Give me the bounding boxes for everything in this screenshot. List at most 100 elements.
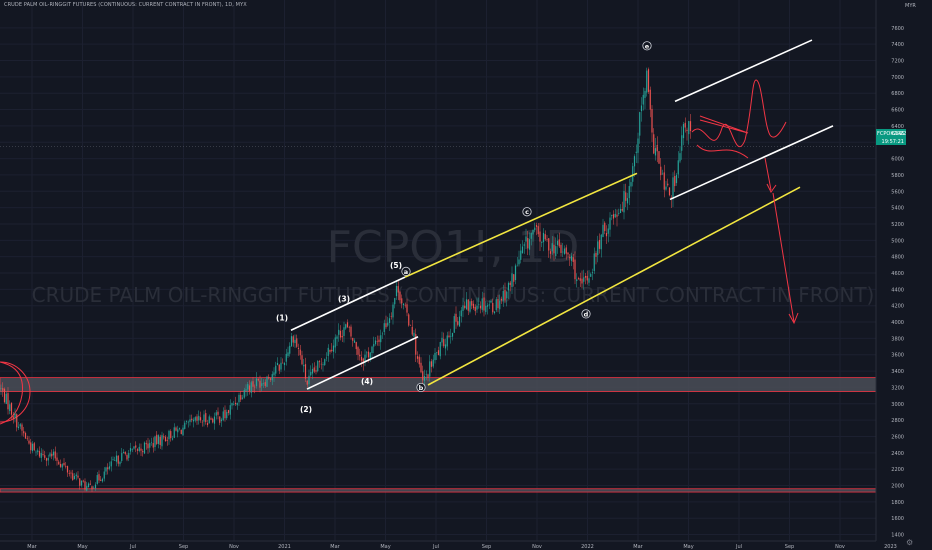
candle-body	[231, 403, 233, 406]
wave-label: a	[404, 268, 408, 276]
candle-body	[637, 138, 639, 153]
candle-body	[138, 446, 140, 451]
y-tick-label: 2200	[891, 467, 904, 473]
candle-body	[70, 472, 72, 474]
y-tick-label: 4400	[891, 287, 904, 293]
candle-body	[418, 356, 420, 365]
candle-body	[385, 323, 387, 328]
candle-body	[119, 461, 121, 465]
candle-body	[51, 453, 53, 457]
projection-scribble	[696, 144, 749, 159]
candle-body	[488, 304, 490, 306]
candle-body	[453, 316, 455, 333]
candle-body	[656, 145, 658, 152]
candle-body	[415, 334, 417, 355]
candle-body	[560, 244, 562, 253]
candle-body	[236, 402, 238, 406]
candle-body	[33, 443, 35, 451]
candle-body	[416, 356, 419, 359]
candle-body	[467, 299, 469, 311]
candle-body	[504, 289, 506, 301]
candle-body	[317, 361, 319, 372]
candle-body	[632, 166, 634, 182]
candle-body	[397, 286, 399, 293]
candle-body	[395, 285, 398, 297]
candle-body	[616, 214, 618, 217]
candle-body	[576, 279, 578, 282]
candle-body	[171, 438, 174, 440]
y-tick-label: 6600	[891, 108, 904, 114]
candle-body	[513, 274, 515, 282]
candle-body	[194, 417, 196, 421]
arrow-head-icon	[788, 312, 799, 325]
y-tick-label: 7600	[891, 26, 904, 32]
candle-body	[549, 251, 552, 254]
candle-body	[527, 237, 529, 249]
candle-body	[406, 304, 408, 313]
candle-body	[45, 458, 48, 461]
candle-body	[341, 335, 343, 338]
candle-body	[565, 247, 567, 254]
candle-body	[555, 246, 557, 257]
candle-body	[430, 361, 433, 367]
candle-body	[17, 426, 20, 429]
candle-body	[296, 338, 298, 347]
candle-body	[577, 278, 580, 280]
candle-body	[168, 430, 170, 440]
candle-body	[84, 481, 86, 490]
candle-body	[376, 341, 378, 342]
candle-body	[79, 478, 81, 486]
candle-body	[191, 418, 193, 421]
candle-body	[147, 443, 149, 449]
candle-body	[523, 244, 525, 246]
gear-icon[interactable]: ⚙	[906, 538, 914, 547]
candle-body	[490, 300, 492, 303]
candle-body	[315, 370, 317, 372]
candle-body	[614, 213, 616, 218]
candle-body	[199, 417, 202, 421]
candle-body	[252, 381, 254, 387]
candle-body	[332, 345, 335, 352]
candle-body	[639, 112, 641, 136]
candle-body	[10, 402, 13, 415]
candle-body	[40, 453, 42, 458]
candle-body	[122, 451, 125, 453]
candle-body	[196, 416, 198, 421]
candle-body	[310, 371, 312, 376]
drawings	[290, 39, 834, 390]
candle-body	[583, 277, 585, 282]
channel-line	[290, 276, 406, 331]
y-tick-label: 2600	[891, 434, 904, 440]
candle-body	[681, 135, 683, 151]
y-tick-label: 7400	[891, 42, 904, 48]
candle-body	[329, 349, 331, 352]
candle-body	[605, 232, 608, 237]
candle-body	[290, 336, 293, 347]
channel-line	[669, 125, 834, 201]
candle-body	[364, 354, 366, 363]
candle-body	[661, 173, 664, 175]
candle-body	[2, 388, 4, 391]
candle-body	[3, 388, 6, 403]
candle-body	[91, 486, 93, 490]
candle-body	[625, 192, 627, 201]
candle-body	[541, 241, 543, 243]
candle-body	[502, 290, 504, 301]
candle-body	[14, 413, 16, 418]
candle-body	[478, 304, 480, 305]
candle-body	[280, 362, 282, 370]
wave-label: (1)	[276, 313, 288, 322]
candle-body	[432, 359, 434, 367]
candle-body	[360, 356, 363, 361]
grid	[0, 0, 891, 541]
wave-label: b	[419, 384, 424, 392]
candle-body	[574, 259, 576, 280]
candle-body	[646, 70, 648, 93]
y-tick-label: 3600	[891, 353, 904, 359]
candle-body	[7, 393, 9, 410]
candle-body	[255, 378, 258, 387]
candle-body	[497, 298, 499, 309]
candle-body	[553, 244, 555, 254]
